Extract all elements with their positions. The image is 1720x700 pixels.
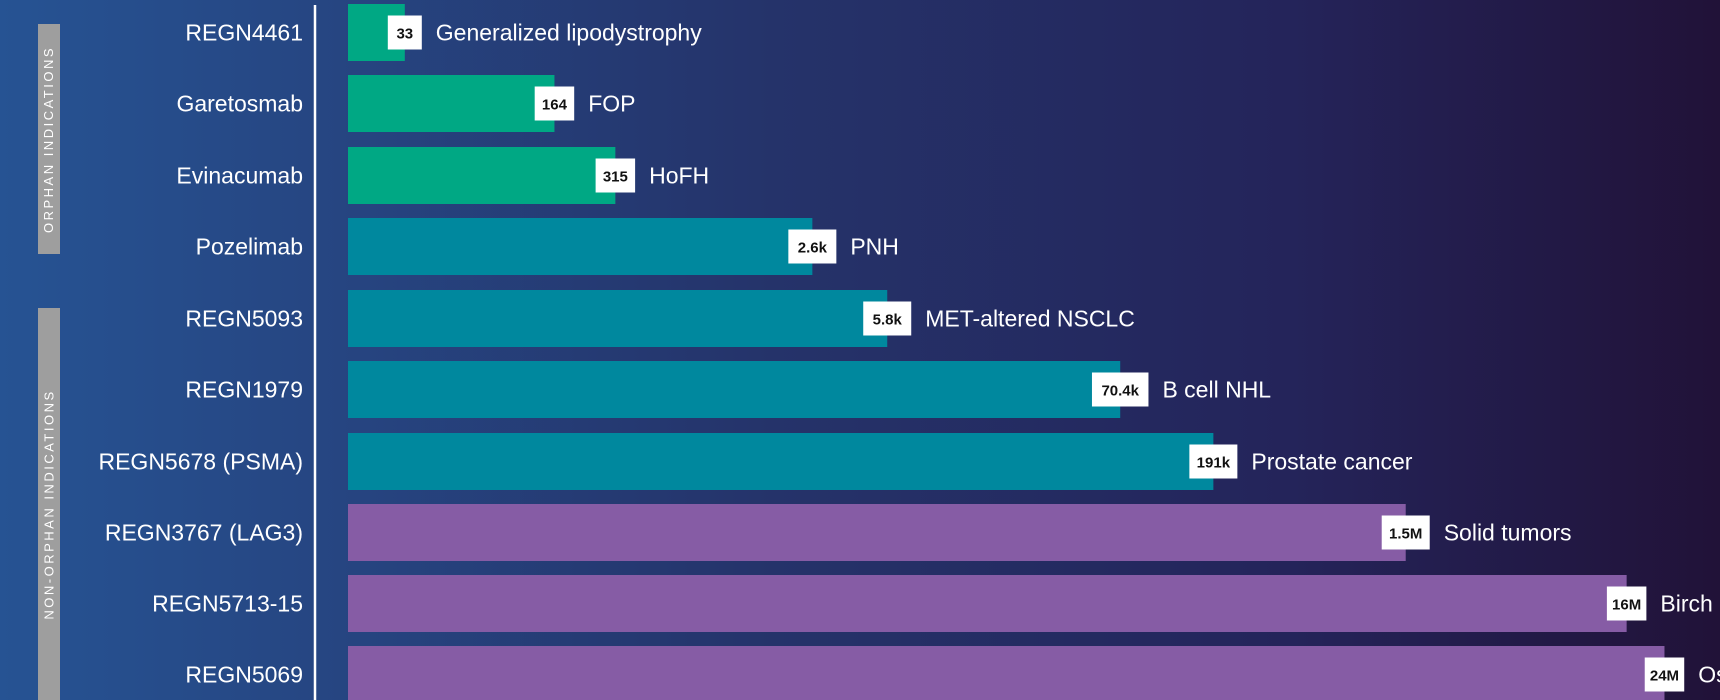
category-label: Evinacumab: [176, 163, 303, 189]
value-label-box: [863, 301, 912, 336]
indication-label: Prostate cancer: [1251, 449, 1412, 475]
value-label-box: [534, 86, 575, 121]
value-label: 1.5M: [1389, 526, 1422, 543]
bar: [348, 504, 1406, 561]
category-label: REGN5713-15: [152, 591, 303, 617]
value-label: 33: [396, 26, 413, 43]
value-label-box: [1381, 515, 1430, 550]
value-label: 24M: [1650, 668, 1679, 685]
category-label: REGN3767 (LAG3): [105, 520, 303, 546]
bar: [348, 147, 616, 204]
non-orphan-section-bar: NON-ORPHAN INDICATIONS: [38, 308, 60, 700]
bar: [348, 433, 1214, 490]
orphan-section-bar: ORPHAN INDICATIONS: [38, 24, 60, 254]
category-label: REGN5678 (PSMA): [98, 449, 303, 475]
value-label: 164: [542, 97, 568, 114]
value-label-box: [1644, 657, 1685, 692]
category-label: REGN1979: [185, 377, 303, 403]
indication-label: Generalized lipodystrophy: [436, 20, 702, 46]
value-label: 16M: [1612, 597, 1641, 614]
value-label-box: [387, 15, 422, 50]
value-label: 191k: [1197, 455, 1231, 472]
indication-label: Birch allergy: [1660, 591, 1720, 617]
category-label: REGN5069: [185, 662, 303, 688]
value-label: 5.8k: [873, 312, 903, 329]
category-label: Garetosmab: [176, 91, 303, 117]
value-label-box: [1189, 444, 1238, 479]
bar: [348, 218, 813, 275]
value-label-box: [595, 158, 636, 193]
bar: [348, 361, 1121, 418]
indication-label: Solid tumors: [1444, 520, 1572, 546]
value-label: 70.4k: [1101, 383, 1139, 400]
bar: [348, 290, 888, 347]
indication-label: PNH: [850, 234, 899, 260]
indication-label: B cell NHL: [1162, 377, 1271, 403]
value-label-box: [788, 229, 837, 264]
value-label-box: [1091, 372, 1149, 407]
value-label-box: [1606, 586, 1647, 621]
indication-label: FOP: [588, 91, 635, 117]
bar: [348, 646, 1665, 700]
indication-label: HoFH: [649, 163, 709, 189]
category-label: REGN4461: [185, 20, 303, 46]
indication-label: Osteoarthritis: [1698, 662, 1720, 688]
category-label: REGN5093: [185, 306, 303, 332]
category-label: Pozelimab: [196, 234, 303, 260]
value-label: 315: [603, 169, 628, 186]
bar: [348, 575, 1627, 632]
value-label: 2.6k: [798, 240, 828, 257]
bar: [348, 75, 555, 132]
indication-label: MET-altered NSCLC: [925, 306, 1135, 332]
